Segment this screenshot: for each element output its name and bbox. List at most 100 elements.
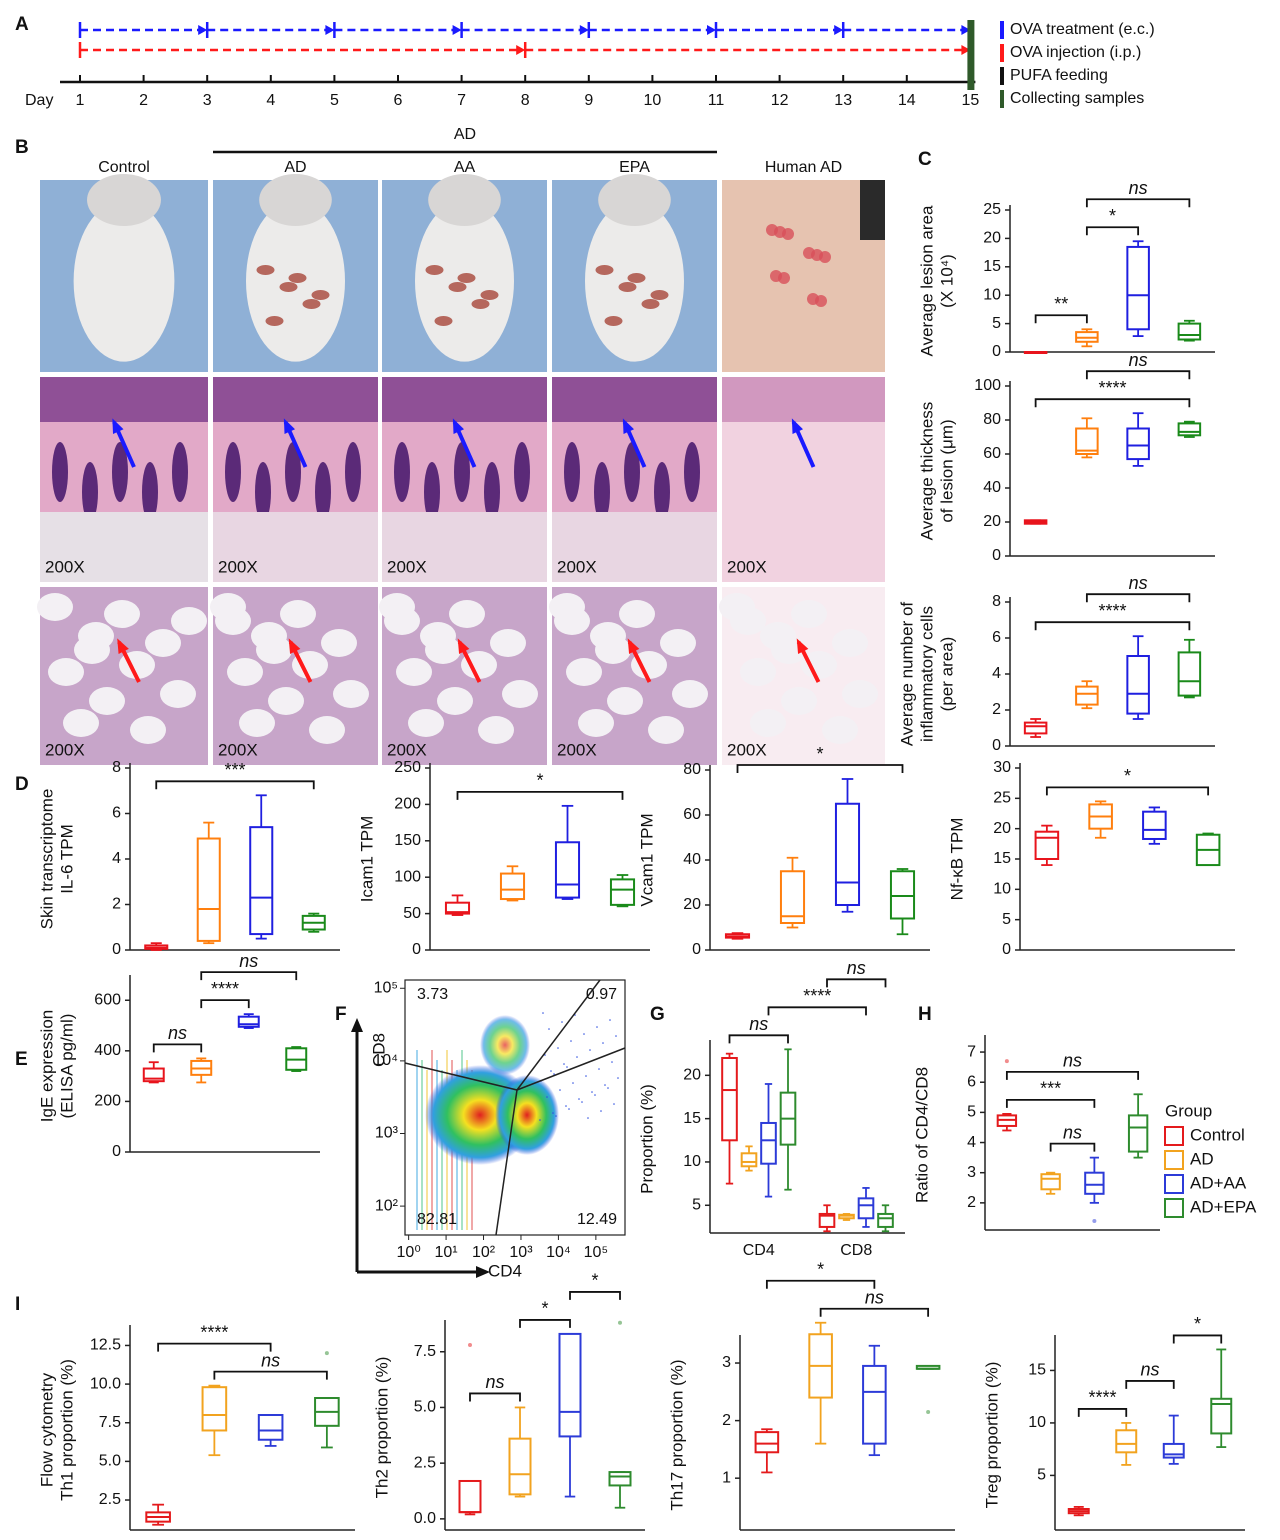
significance-label: *	[591, 1271, 598, 1291]
adipocyte	[490, 629, 526, 657]
adipocyte	[321, 629, 357, 657]
panel-label: H	[918, 1004, 932, 1025]
adipocyte	[408, 709, 444, 737]
y-tick-label: 25	[983, 201, 1001, 218]
y-axis-label: Average lesion area	[917, 205, 936, 356]
significance-label: ns	[1129, 178, 1148, 198]
box	[257, 1414, 284, 1441]
follicle	[484, 462, 500, 522]
box	[444, 901, 471, 915]
magnification-label: 200X	[45, 740, 85, 759]
y-tick-label: 0	[112, 1143, 121, 1160]
y-tick-label: 7	[967, 1043, 976, 1060]
box	[1142, 810, 1167, 840]
gate	[404, 1062, 518, 1091]
arrow-head	[796, 638, 809, 654]
y-axis-label: IL-6 TPM	[57, 824, 76, 894]
event	[607, 1087, 609, 1089]
follicle	[564, 442, 580, 502]
legend-swatch	[1000, 90, 1004, 108]
box	[237, 1015, 260, 1028]
magnification-label: 200X	[727, 557, 767, 576]
significance-label: ***	[1040, 1079, 1061, 1099]
y-tick-label: 7.5	[414, 1343, 436, 1360]
arrow-head	[452, 418, 465, 434]
column-label: AA	[454, 159, 476, 176]
y-tick-label: 2	[722, 1412, 731, 1429]
y-tick-label: 40	[683, 851, 701, 868]
significance-label: ns	[485, 1372, 504, 1392]
follicle	[112, 442, 128, 502]
lesion	[641, 299, 660, 309]
event	[589, 1049, 591, 1051]
magnification-label: 200X	[557, 557, 597, 576]
adipocyte	[256, 636, 292, 664]
adipocyte	[171, 607, 207, 635]
y-tick-label: 10	[993, 881, 1011, 898]
follicle	[142, 462, 158, 522]
lesion	[819, 251, 831, 263]
box	[1126, 427, 1150, 461]
y-axis-label: inflammatory cells	[917, 606, 936, 742]
arrow-head	[707, 25, 716, 35]
arrow-head	[452, 25, 462, 35]
gate	[516, 979, 601, 1091]
magnification-label: 200X	[727, 740, 767, 759]
day-label: 4	[266, 92, 275, 109]
adipocyte	[37, 593, 73, 621]
day-label: 10	[644, 92, 662, 109]
follicle	[285, 442, 301, 502]
event	[600, 1110, 602, 1112]
event	[563, 1063, 565, 1065]
y-axis-label: Ratio of CD4/CD8	[912, 1067, 931, 1203]
significance-bracket	[519, 1319, 571, 1328]
y-axis-label: Nf-κB TPM	[947, 818, 966, 901]
y-tick-label: 600	[94, 991, 121, 1008]
x-axis-label: CD4	[488, 1261, 522, 1280]
arrow-head	[283, 418, 296, 434]
y-tick-label: 15	[1028, 1362, 1046, 1379]
adipocyte	[384, 607, 420, 635]
adipocyte	[449, 600, 485, 628]
adipocyte	[104, 600, 140, 628]
y-tick-label: 150	[394, 832, 421, 849]
adipocyte	[832, 629, 868, 657]
epidermis	[722, 377, 885, 422]
significance-bracket	[1049, 1142, 1096, 1152]
event	[566, 1066, 568, 1068]
adipocyte	[740, 658, 776, 686]
outlier	[926, 1409, 931, 1414]
y-tick-label: 10.0	[90, 1375, 121, 1392]
y-tick-label: 2.5	[414, 1454, 436, 1471]
significance-label: *	[536, 771, 543, 791]
significance-bracket	[1034, 314, 1088, 324]
y-tick-label: 0	[992, 547, 1001, 564]
y-tick-label: 20	[983, 230, 1001, 247]
event	[555, 1115, 557, 1117]
y-tick-label: 80	[983, 411, 1001, 428]
adipocyte	[791, 600, 827, 628]
day-label: 13	[834, 92, 852, 109]
significance-label: *	[1109, 206, 1116, 226]
significance-label: ns	[1140, 1360, 1159, 1380]
significance-bracket	[200, 971, 298, 981]
y-tick-label: 7.5	[99, 1414, 121, 1431]
y-tick-label: 4	[112, 850, 121, 867]
panel-label: I	[15, 1294, 20, 1315]
lesion	[434, 316, 453, 326]
adipocyte	[578, 709, 614, 737]
event	[583, 1033, 585, 1035]
significance-bracket	[1005, 1070, 1140, 1080]
y-tick-label: 5	[992, 315, 1001, 332]
y-tick-label: 60	[983, 445, 1001, 462]
legend-label: OVA injection (i.p.)	[1010, 44, 1141, 61]
legend-label: OVA treatment (e.c.)	[1010, 21, 1155, 38]
significance-label: ns	[1129, 350, 1148, 370]
plot-frame	[404, 979, 626, 1236]
quadrant-label: 12.49	[577, 1211, 617, 1228]
box	[1126, 655, 1150, 715]
significance-label: *	[817, 1259, 824, 1279]
y-tick-label: 10	[983, 286, 1001, 303]
adipocyte	[89, 687, 125, 715]
y-tick-label: 6	[967, 1073, 976, 1090]
